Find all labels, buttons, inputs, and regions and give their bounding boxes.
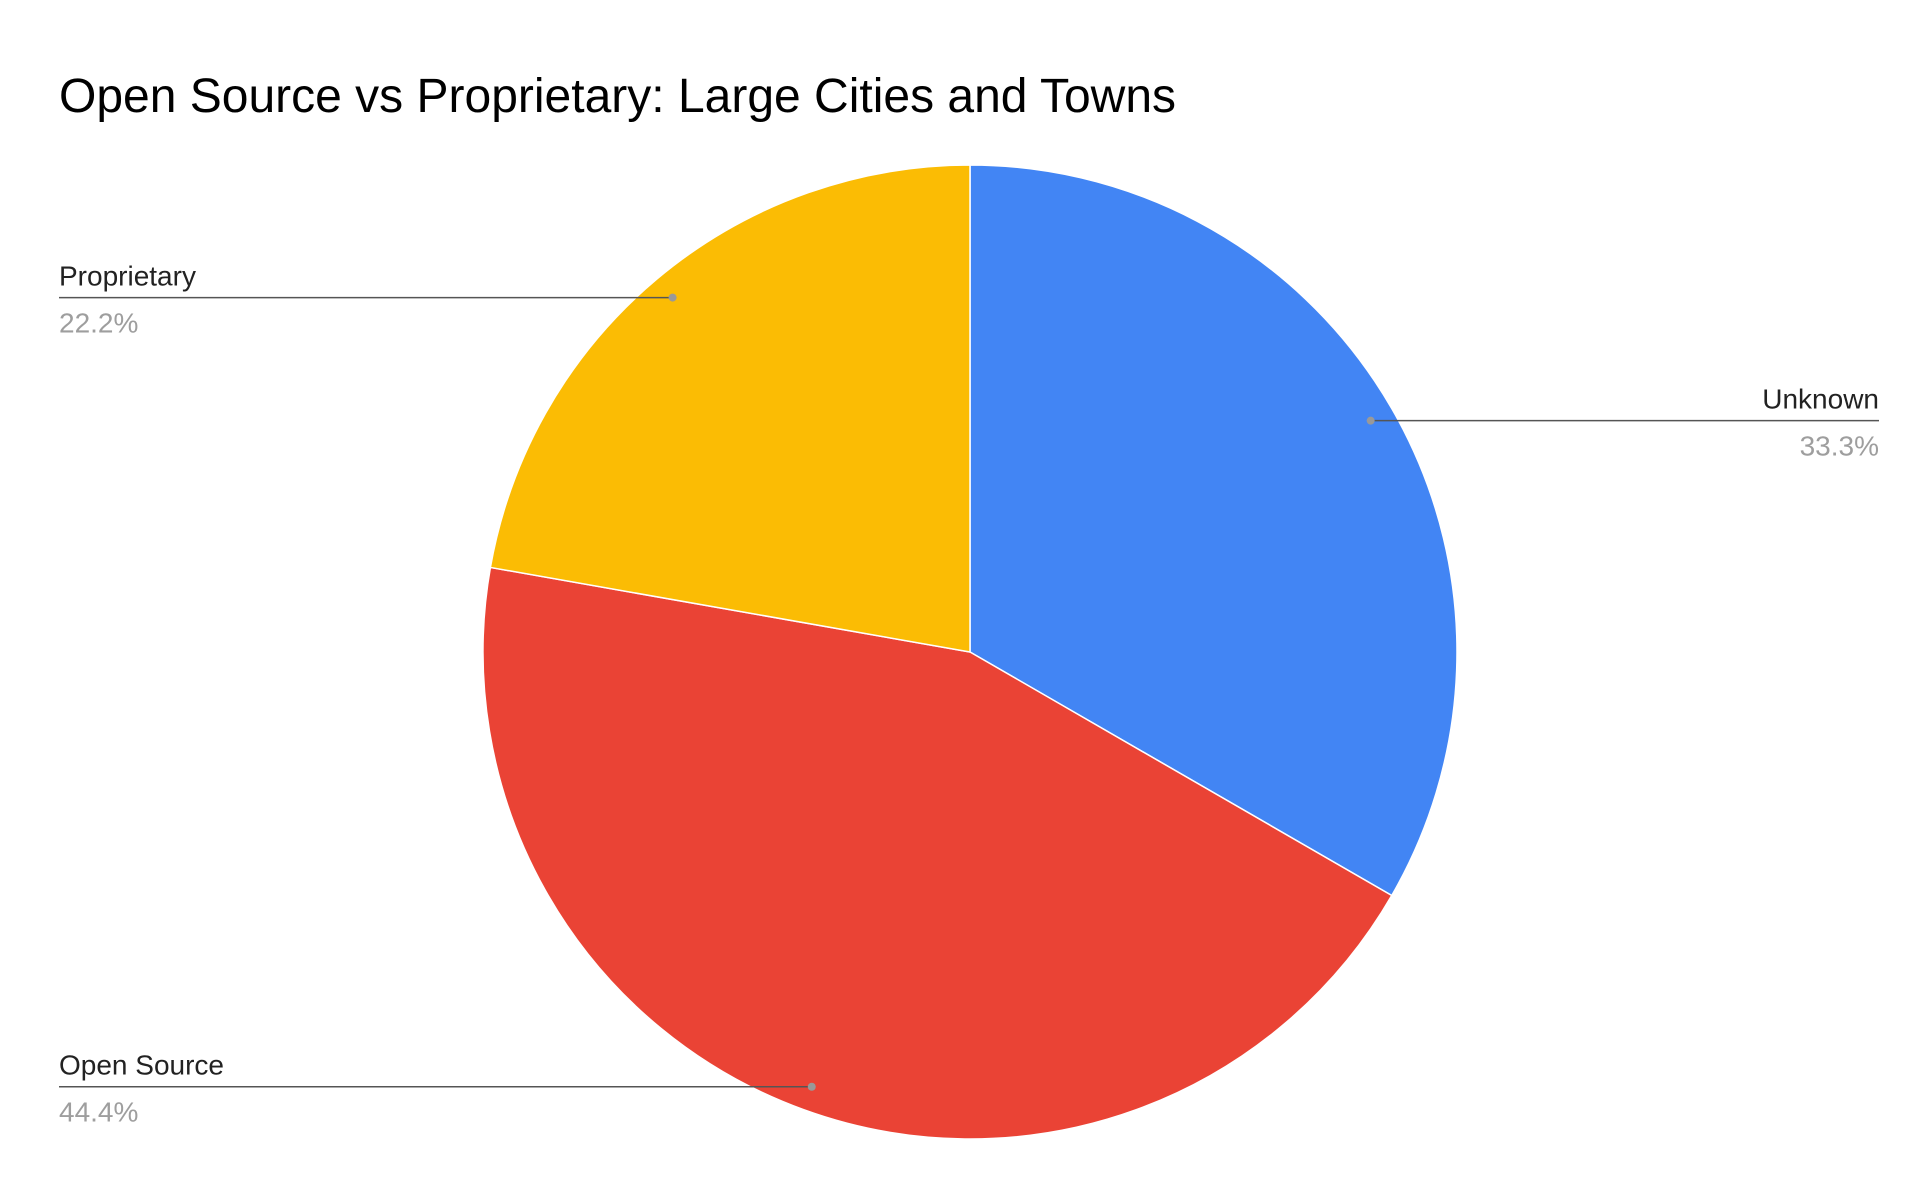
slice-label: Open Source [59, 1050, 224, 1081]
leader-dot [668, 293, 677, 302]
slice-value-label: 44.4% [59, 1097, 138, 1128]
pie-slice [489, 164, 971, 653]
chart-title: Open Source vs Proprietary: Large Cities… [59, 70, 1176, 123]
pie-slice [969, 164, 1458, 897]
leader-dot [1366, 416, 1375, 425]
slice-value-label: 33.3% [1800, 431, 1879, 462]
slice-label: Proprietary [59, 261, 196, 292]
pie-slice [482, 566, 1393, 1140]
slice-value-label: 22.2% [59, 308, 138, 339]
leader-dot [807, 1082, 816, 1091]
slice-label: Unknown [1762, 384, 1879, 415]
